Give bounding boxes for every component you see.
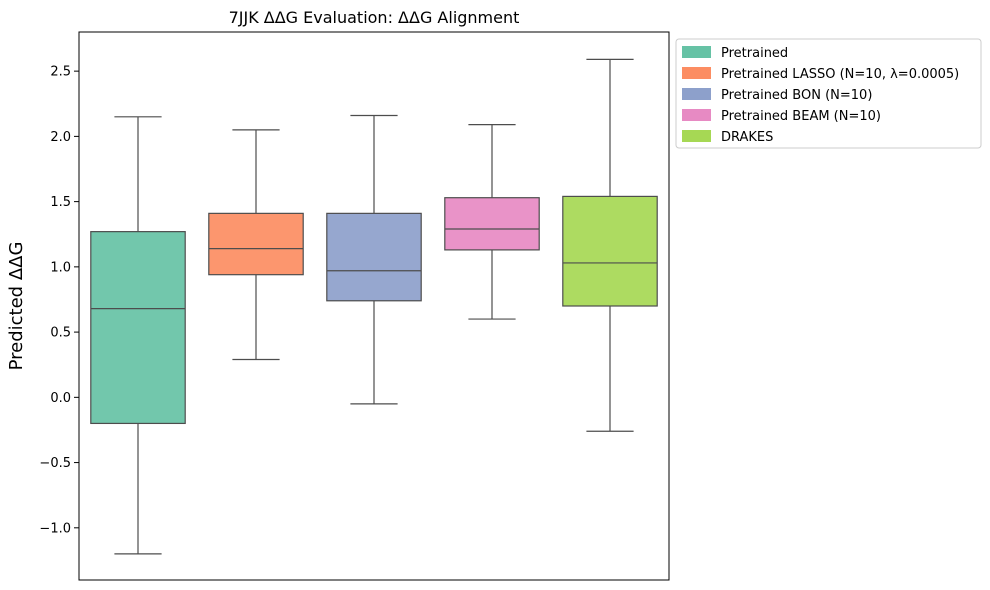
legend-swatch: [682, 130, 711, 142]
legend-frame: [675, 38, 982, 149]
y-tick-label: 2.5: [50, 65, 71, 80]
y-axis-label: Predicted ΔΔG: [6, 242, 27, 371]
iqr-box: [90, 231, 186, 425]
legend-swatch: [682, 109, 711, 121]
iqr-box: [326, 212, 422, 302]
y-axis-ticks: −1.0 −0.5 0.0 0.5 1.0 1.5 2.0 2.5: [39, 65, 79, 536]
legend-label: DRAKES: [721, 130, 773, 145]
y-tick-label: 2.0: [50, 130, 71, 145]
box-group: [208, 129, 304, 361]
y-tick-label: 1.5: [50, 195, 71, 210]
legend-label: Pretrained LASSO (N=10, λ=0.0005): [721, 67, 959, 82]
legend: Pretrained Pretrained LASSO (N=10, λ=0.00…: [675, 38, 982, 149]
iqr-box: [208, 212, 304, 276]
legend-label: Pretrained BON (N=10): [721, 88, 872, 103]
legend-swatch: [682, 88, 711, 100]
y-tick-label: 0.0: [50, 391, 71, 406]
box-series: [90, 58, 658, 555]
plot-area-frame: [78, 31, 670, 581]
y-tick-label: 0.5: [50, 326, 71, 341]
iqr-box: [444, 197, 540, 251]
legend-swatch: [682, 67, 711, 79]
box-group: [444, 124, 540, 320]
y-tick-label: 1.0: [50, 260, 71, 275]
y-tick-label: −1.0: [39, 521, 71, 536]
box-group: [326, 114, 422, 405]
y-tick-label: −0.5: [39, 456, 71, 471]
box-group: [90, 116, 186, 555]
iqr-box: [562, 195, 658, 307]
box-group: [562, 58, 658, 432]
legend-swatch: [682, 46, 711, 58]
chart-title: 7JJK ΔΔG Evaluation: ΔΔG Alignment: [229, 8, 520, 27]
legend-label: Pretrained BEAM (N=10): [721, 109, 881, 124]
legend-label: Pretrained: [721, 46, 788, 61]
